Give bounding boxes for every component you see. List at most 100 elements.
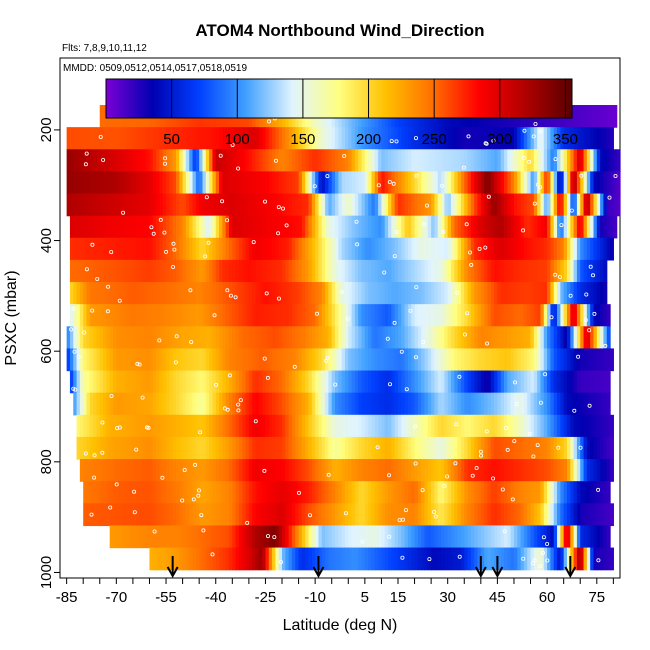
heatmap-cell [116,414,121,438]
observation-dot [613,173,618,178]
heatmap-cell [513,259,518,283]
heatmap-cell [278,414,283,438]
heatmap-cell [69,171,74,195]
heatmap-cell [434,326,439,350]
heatmap-cell [543,459,548,482]
heatmap-cell [126,326,131,350]
heatmap-cell [215,414,220,438]
heatmap-cell [457,348,462,372]
heatmap-cell [172,215,177,239]
heatmap-cell [457,237,462,261]
heatmap-cell [447,348,452,372]
heatmap-cell [219,237,223,261]
heatmap-cell [235,436,240,460]
heatmap-cell [513,149,518,173]
heatmap-cell [106,392,111,416]
observation-dot [462,332,467,337]
heatmap-cell [315,436,320,460]
heatmap-cell [149,149,154,173]
heatmap-cell [225,215,230,239]
heatmap-cell [278,304,283,327]
heatmap-cell [570,525,575,549]
heatmap-cell [311,348,316,372]
heatmap-cell [219,348,223,372]
heatmap-cell [517,392,522,416]
heatmap-cell [275,348,280,372]
heatmap-cell [500,503,505,527]
heatmap-cell [368,171,373,195]
heatmap-cell [182,326,187,350]
heatmap-cell [318,392,323,416]
heatmap-cell [129,348,134,372]
heatmap-cell [613,149,618,173]
heatmap-cell [282,370,286,394]
heatmap-cell [235,127,240,150]
heatmap-cell [126,481,131,504]
heatmap-cell [490,525,495,549]
heatmap-cell [219,259,223,283]
heatmap-cell [228,304,233,327]
heatmap-cell [368,149,373,173]
heatmap-cell [610,414,614,438]
heatmap-cell [285,436,290,460]
heatmap-cell [315,193,320,217]
heatmap-cell [507,503,512,527]
heatmap-cell [460,503,465,527]
heatmap-cell [543,304,548,327]
heatmap-cell [291,326,296,350]
heatmap-cell [344,282,349,305]
heatmap-cell [252,547,257,571]
heatmap-cell [202,348,207,372]
heatmap-cell [437,171,442,195]
heatmap-cell [315,326,320,350]
heatmap-cell [566,392,571,416]
heatmap-cell [311,237,316,261]
heatmap-cell [447,459,452,482]
heatmap-cell [205,348,210,372]
heatmap-cell [119,282,124,305]
heatmap-cell [93,414,98,438]
heatmap-cell [242,348,247,372]
observation-dot [521,556,526,561]
heatmap-cell [586,414,591,438]
heatmap-cell [305,370,310,394]
heatmap-cell [378,459,383,482]
heatmap-cell [484,392,489,416]
heatmap-cell [427,459,432,482]
heatmap-cell [288,149,293,173]
heatmap-cell [600,171,605,195]
heatmap-cell [407,171,412,195]
heatmap-cell [255,525,260,549]
heatmap-cell [553,304,558,327]
heatmap-cell [421,503,426,527]
heatmap-cell [285,282,290,305]
heatmap-cell [560,370,565,394]
observation-dot [174,334,179,339]
heatmap-cell [262,547,267,571]
heatmap-cell [328,171,333,195]
heatmap-cell [517,237,522,261]
heatmap-cell [411,436,416,460]
heatmap-cell [474,215,479,239]
heatmap-cell [560,259,565,283]
heatmap-cell [156,237,160,261]
heatmap-cell [209,348,214,372]
observation-dot [135,361,140,366]
heatmap-cell [215,215,220,239]
heatmap-cell [149,503,154,527]
heatmap-cell [490,370,495,394]
heatmap-cell [388,392,392,416]
heatmap-cell [189,481,194,504]
heatmap-cell [328,481,333,504]
flight-markers [166,556,577,579]
heatmap-cell [308,392,313,416]
heatmap-cell [454,237,459,261]
heatmap-cell [139,503,144,527]
heatmap-cell [427,414,432,438]
heatmap-cell [132,503,137,527]
heatmap-cell [374,392,379,416]
heatmap-cell [212,127,217,150]
observation-dot [325,355,330,360]
heatmap-cell [543,215,548,239]
heatmap-cell [388,525,392,549]
